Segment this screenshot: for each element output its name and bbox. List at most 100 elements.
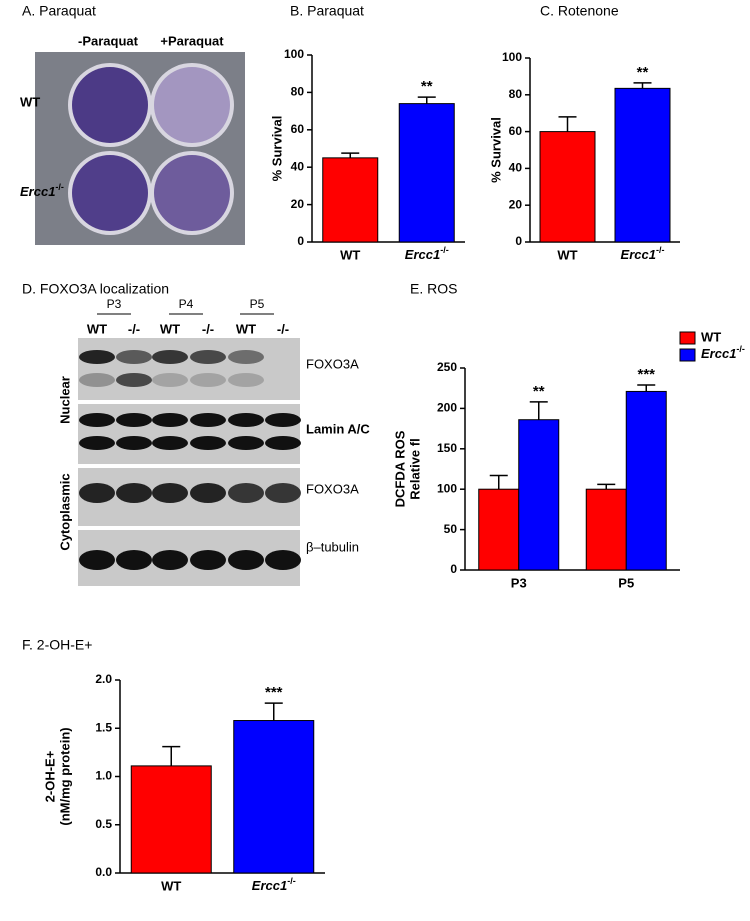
panel-title: D. FOXO3A localization <box>22 281 169 297</box>
bar <box>539 131 596 243</box>
panel-title: A. Paraquat <box>22 3 96 19</box>
blot-strip <box>78 338 300 400</box>
band-label: FOXO3A <box>306 481 359 496</box>
well <box>154 155 230 231</box>
x-tick-label: WT <box>340 247 360 262</box>
x-tick-label: Ercc1-/- <box>252 876 296 893</box>
lane-label: WT <box>160 321 180 336</box>
y-tick-label: 40 <box>291 159 305 173</box>
blot-band <box>116 550 152 570</box>
blot-band <box>79 483 115 503</box>
y-tick-label: 200 <box>437 401 457 415</box>
blot-band <box>228 483 264 503</box>
blot-band <box>152 373 188 387</box>
blot-band <box>190 550 226 570</box>
lane-label: -/- <box>202 321 214 336</box>
legend-swatch <box>679 331 696 345</box>
error-bar <box>341 152 360 158</box>
legend-swatch <box>679 348 696 362</box>
y-tick-label: 0.0 <box>95 865 112 879</box>
band-label: β–tubulin <box>306 539 359 554</box>
blot-band <box>190 436 226 450</box>
error-bar <box>529 401 548 420</box>
blot-band <box>265 436 301 450</box>
blot-band <box>190 483 226 503</box>
blot-strip <box>78 404 300 464</box>
blot-band <box>152 350 188 364</box>
blot-band <box>79 436 115 450</box>
blot-band <box>228 436 264 450</box>
error-bar <box>264 702 283 721</box>
y-axis-label: (nM/mg protein) <box>57 727 72 825</box>
blot-band <box>265 483 301 503</box>
y-tick-label: 1.0 <box>95 769 112 783</box>
blot-band <box>116 483 152 503</box>
error-bar <box>489 474 508 490</box>
blot-band <box>228 413 264 427</box>
y-tick-label: 2.0 <box>95 672 112 686</box>
y-tick-label: 60 <box>291 122 305 136</box>
blot-band <box>152 550 188 570</box>
y-tick-label: 0 <box>515 234 522 248</box>
blot-band <box>152 483 188 503</box>
y-axis-label: % Survival <box>488 117 503 183</box>
y-tick-label: 250 <box>437 360 457 374</box>
blot-band <box>116 350 152 364</box>
y-tick-label: 0 <box>297 234 304 248</box>
bar <box>322 157 379 243</box>
error-bar <box>637 384 656 392</box>
blot-band <box>152 413 188 427</box>
error-bar <box>633 82 652 89</box>
x-tick-label: P5 <box>618 575 634 590</box>
blot-band <box>190 373 226 387</box>
legend-label: WT <box>701 329 721 344</box>
well <box>72 155 148 231</box>
row-label: WT <box>20 94 40 109</box>
bar <box>478 488 520 571</box>
column-label: +Paraquat <box>160 33 224 48</box>
y-tick-label: 100 <box>284 47 304 61</box>
chart-title: B. Paraquat <box>290 3 364 19</box>
column-label: -Paraquat <box>78 33 139 48</box>
x-tick-label: P3 <box>511 575 527 590</box>
blot-band <box>190 413 226 427</box>
bar <box>398 103 455 243</box>
y-tick-label: 100 <box>437 481 457 495</box>
passage-label: P4 <box>179 297 194 311</box>
passage-label: P3 <box>107 297 122 311</box>
blot-band <box>152 436 188 450</box>
significance-label: ** <box>637 64 649 81</box>
blot-band <box>228 350 264 364</box>
plate-image <box>35 52 245 245</box>
lane-label: -/- <box>277 321 289 336</box>
y-tick-label: 60 <box>509 124 523 138</box>
blot-strip <box>78 468 300 526</box>
blot-band <box>190 350 226 364</box>
fraction-label: Cytoplasmic <box>57 473 72 550</box>
lane-label: -/- <box>128 321 140 336</box>
bar <box>614 87 671 243</box>
y-tick-label: 0.5 <box>95 817 112 831</box>
blot-band <box>79 550 115 570</box>
blot-band <box>79 373 115 387</box>
y-tick-label: 20 <box>509 197 523 211</box>
x-tick-label: Ercc1-/- <box>405 245 449 262</box>
passage-label: P5 <box>250 297 265 311</box>
well <box>154 67 230 143</box>
y-tick-label: 40 <box>509 161 523 175</box>
error-bar <box>162 745 181 766</box>
x-tick-label: WT <box>161 878 181 893</box>
western-blot <box>78 338 301 586</box>
bar <box>585 488 627 571</box>
error-bar <box>417 96 436 104</box>
bar <box>518 419 560 571</box>
y-tick-label: 150 <box>437 441 457 455</box>
y-tick-label: 20 <box>291 197 305 211</box>
significance-label: ** <box>533 383 545 400</box>
band-label: Lamin A/C <box>306 421 370 436</box>
y-tick-label: 80 <box>291 85 305 99</box>
row-label: Ercc1-/- <box>20 182 64 199</box>
blot-band <box>265 550 301 570</box>
x-tick-label: Ercc1-/- <box>621 245 665 262</box>
